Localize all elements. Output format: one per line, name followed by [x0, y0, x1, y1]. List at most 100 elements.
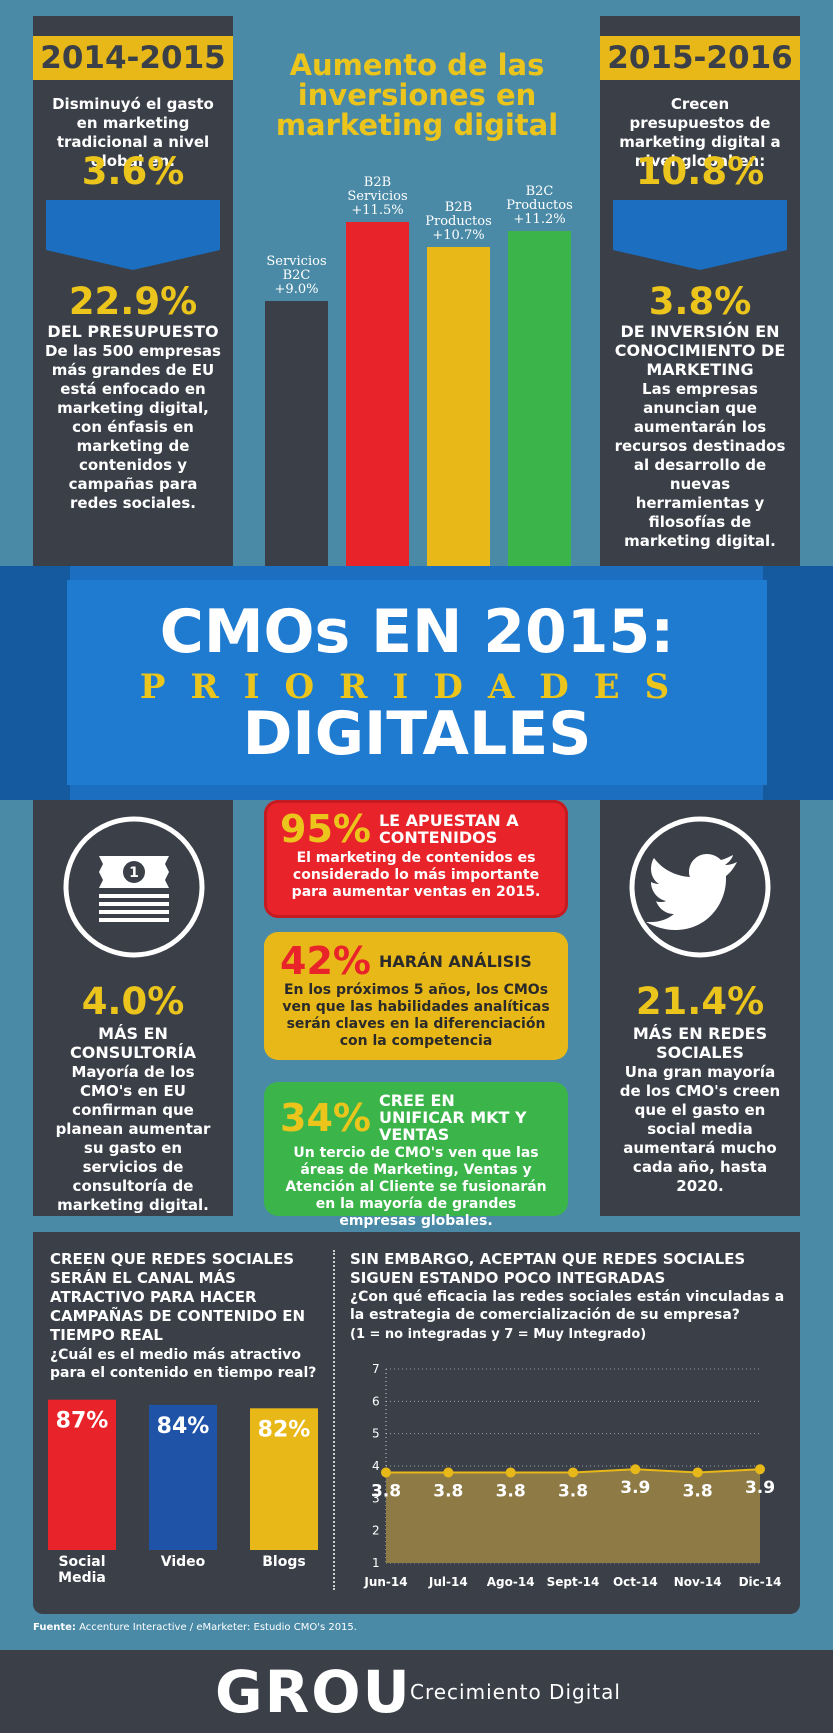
right-year-tag: 2015-2016 — [600, 36, 800, 80]
investment-bar-label: B2B Servicios +11.5% — [334, 175, 421, 218]
brand-logo[interactable]: GROU — [215, 1658, 412, 1726]
left-budget-text: De las 500 empresas más grandes de EU es… — [45, 342, 221, 512]
medium-bar-category-label: Social — [58, 1554, 105, 1570]
x-tick-label: Oct-14 — [613, 1575, 658, 1589]
integration-value-label: 3.8 — [683, 1481, 713, 1501]
x-tick-label: Jul-14 — [428, 1575, 468, 1589]
investment-bar-label: B2B Productos +10.7% — [415, 201, 502, 243]
investment-bar-value: +10.7% — [432, 228, 485, 244]
integration-value-label: 3.9 — [620, 1478, 650, 1498]
bottom-left-heading: CREEN QUE REDES SOCIALES SERÁN EL CANAL … — [50, 1250, 306, 1344]
integration-value-label: 3.8 — [558, 1481, 588, 1501]
integration-point — [443, 1467, 454, 1478]
right-social-stat: 21.4% — [635, 980, 765, 1023]
growth-arrow-icon — [613, 200, 787, 270]
left-consulting-stat: 4.0% — [81, 980, 185, 1023]
y-tick-label: 3 — [372, 1491, 380, 1505]
card-analytics: 42% HARÁN ANÁLISIS En los próximos 5 años… — [264, 932, 568, 1060]
right-intro: Crecen presupuestos de marketing digital… — [619, 95, 781, 170]
banner-title-line1: CMOs EN 2015: — [159, 597, 675, 667]
investment-bar-chart: Servicios B2C +9.0% B2B Servicios +11.5% B2B… — [255, 150, 580, 586]
investment-bar — [265, 301, 328, 586]
center-chart-title: Aumento de las inversiones en marketing … — [275, 48, 559, 142]
bottom-right-scale-note: (1 = no integradas y 7 = Muy Integrado) — [350, 1327, 647, 1342]
investment-bar-label: Servicios B2C +9.0% — [253, 255, 340, 297]
integration-point — [381, 1467, 391, 1478]
investment-bar-name: B2B Productos — [425, 200, 492, 230]
integration-value-label: 3.8 — [371, 1481, 401, 1501]
bottom-right-question: ¿Con qué eficacia las redes sociales est… — [350, 1289, 785, 1323]
integration-point — [568, 1467, 578, 1478]
integration-point — [505, 1467, 516, 1478]
left-decrease-value: 3.6% — [81, 150, 185, 193]
banner-title-line3: DIGITALES — [242, 699, 592, 769]
card-content: 95% LE APUESTAN A CONTENIDOS El marketing… — [264, 800, 568, 918]
investment-bar — [427, 247, 490, 586]
y-tick-label: 4 — [372, 1459, 380, 1473]
integration-area-chart: 1 2 3 4 5 6 7 3.8 Jun-14 3.8 Jul-14 3.8 Ago-14 3.8 Sep… — [363, 1362, 782, 1589]
investment-bar — [508, 231, 571, 586]
left-intro: Disminuyó el gasto en marketing tradicio… — [52, 95, 214, 170]
medium-bar-value-label: 87% — [56, 1409, 109, 1434]
banner-ribbon-fold-right — [763, 566, 833, 800]
y-tick-label: 2 — [372, 1524, 380, 1538]
twitter-bird-icon — [629, 816, 771, 958]
banner-title-line2: PRIORIDADES — [139, 667, 695, 707]
right-social-head: MÁS EN REDES SOCIALES — [632, 1024, 768, 1062]
right-growth-value: 10.8% — [635, 150, 765, 193]
money-icon: 1 — [63, 816, 205, 958]
x-tick-label: Dic-14 — [739, 1575, 782, 1589]
right-social-text: Una gran mayoría de los CMO's creen que … — [619, 1063, 781, 1195]
medium-bar-value-label: 84% — [157, 1414, 210, 1439]
integration-value-label: 3.8 — [496, 1481, 526, 1501]
medium-bar — [48, 1399, 116, 1550]
investment-bar-name: Servicios B2C — [266, 254, 327, 283]
left-consulting-text: Mayoría de los CMO's en EU confirman que… — [55, 1063, 211, 1214]
x-tick-label: Sept-14 — [547, 1575, 600, 1589]
card-content-head: LE APUESTAN A CONTENIDOS — [378, 811, 519, 847]
x-tick-label: Nov-14 — [674, 1575, 722, 1589]
right-top-panel — [600, 16, 800, 576]
left-year-tag: 2014-2015 — [33, 36, 233, 80]
bottom-divider — [333, 1250, 335, 1590]
bottom-right-heading: SIN EMBARGO, ACEPTAN QUE REDES SOCIALES … — [350, 1250, 746, 1287]
card-unify-text: Un tercio de CMO's ven que las áreas de … — [285, 1145, 547, 1229]
investment-bar-value: +11.5% — [351, 202, 404, 218]
card-analytics-head: HARÁN ANÁLISIS — [378, 951, 532, 971]
source-note: Fuente: Accenture Interactive / eMarkete… — [33, 1622, 357, 1633]
right-knowledge-head: DE INVERSIÓN EN CONOCIMIENTO DE MARKETIN… — [614, 322, 786, 379]
medium-bar-category-label: Blogs — [262, 1554, 305, 1570]
medium-bar-category-label: Media — [58, 1570, 106, 1586]
decrease-arrow-icon — [46, 200, 220, 270]
investment-bar-value: +9.0% — [274, 282, 319, 297]
card-content-text: El marketing de contenidos es considerad… — [291, 850, 541, 900]
card-analytics-pct: 42% — [280, 939, 371, 983]
investment-bar-label: B2C Productos +11.2% — [496, 185, 583, 227]
medium-bar — [149, 1404, 217, 1550]
investment-bar — [346, 221, 409, 586]
right-knowledge-stat: 3.8% — [648, 280, 752, 323]
y-tick-label: 1 — [372, 1556, 380, 1570]
card-unify-head: CREE EN UNIFICAR MKT Y VENTAS — [378, 1091, 527, 1144]
investment-bar-name: B2C Productos — [506, 184, 573, 214]
right-knowledge-text: Las empresas anuncian que aumentarán los… — [614, 380, 786, 550]
medium-bar — [250, 1408, 318, 1550]
card-unify: 34% CREE EN UNIFICAR MKT Y VENTAS Un terc… — [264, 1082, 568, 1229]
investment-bar-value: +11.2% — [513, 212, 566, 228]
left-budget-stat: 22.9% — [68, 280, 198, 323]
medium-bar-category-label: Video — [161, 1554, 206, 1570]
source-text: Accenture Interactive / eMarketer: Estud… — [79, 1622, 357, 1633]
left-budget-head: DEL PRESUPUESTO — [47, 322, 219, 341]
integration-value-label: 3.9 — [745, 1478, 775, 1498]
x-tick-label: Ago-14 — [487, 1575, 535, 1589]
footer-bar — [0, 1650, 833, 1733]
card-analytics-text: En los próximos 5 años, los CMOs ven que… — [282, 982, 550, 1049]
left-top-panel — [33, 16, 233, 576]
medium-bar-value-label: 82% — [258, 1417, 311, 1442]
brand-tagline: Crecimiento Digital — [410, 1680, 621, 1704]
x-tick-label: Jun-14 — [363, 1575, 407, 1589]
integration-value-label: 3.8 — [433, 1481, 463, 1501]
left-consulting-head: MÁS EN CONSULTORÍA — [70, 1024, 196, 1062]
source-label: Fuente: — [33, 1622, 76, 1633]
